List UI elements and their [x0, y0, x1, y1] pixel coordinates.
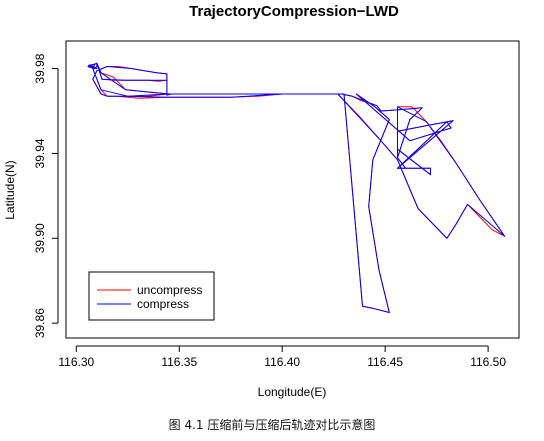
plot-frame [65, 40, 520, 339]
series-line-compress [87, 62, 506, 313]
x-tick-label: 116.35 [161, 355, 197, 369]
y-tick-label: 39.98 [33, 53, 47, 83]
figure-caption: 图 4.1 压缩前与压缩后轨迹对比示意图 [168, 418, 376, 432]
legend: uncompress compress [88, 271, 215, 321]
x-tick-label: 116.45 [367, 355, 403, 369]
y-tick-label: 39.90 [33, 223, 47, 253]
trajectory-chart: TrajectoryCompression−LWD 116.30 116.35 11… [3, 3, 520, 399]
legend-label-uncompress: uncompress [137, 283, 202, 297]
series-layer [87, 62, 506, 313]
y-tick-label: 39.86 [33, 308, 47, 338]
x-tick-label: 116.30 [58, 355, 94, 369]
y-axis: 39.86 39.90 39.94 39.98 [33, 53, 59, 338]
x-tick-label: 116.50 [470, 355, 506, 369]
x-axis-label: Longitude(E) [258, 385, 327, 399]
chart-title: TrajectoryCompression−LWD [189, 3, 399, 20]
legend-label-compress: compress [137, 297, 189, 311]
x-tick-label: 116.40 [264, 355, 300, 369]
y-tick-label: 39.94 [33, 138, 47, 168]
legend-box [88, 271, 215, 321]
x-axis: 116.30 116.35 116.40 116.45 116.50 [58, 345, 506, 369]
y-axis-label: Latitude(N) [3, 160, 17, 219]
